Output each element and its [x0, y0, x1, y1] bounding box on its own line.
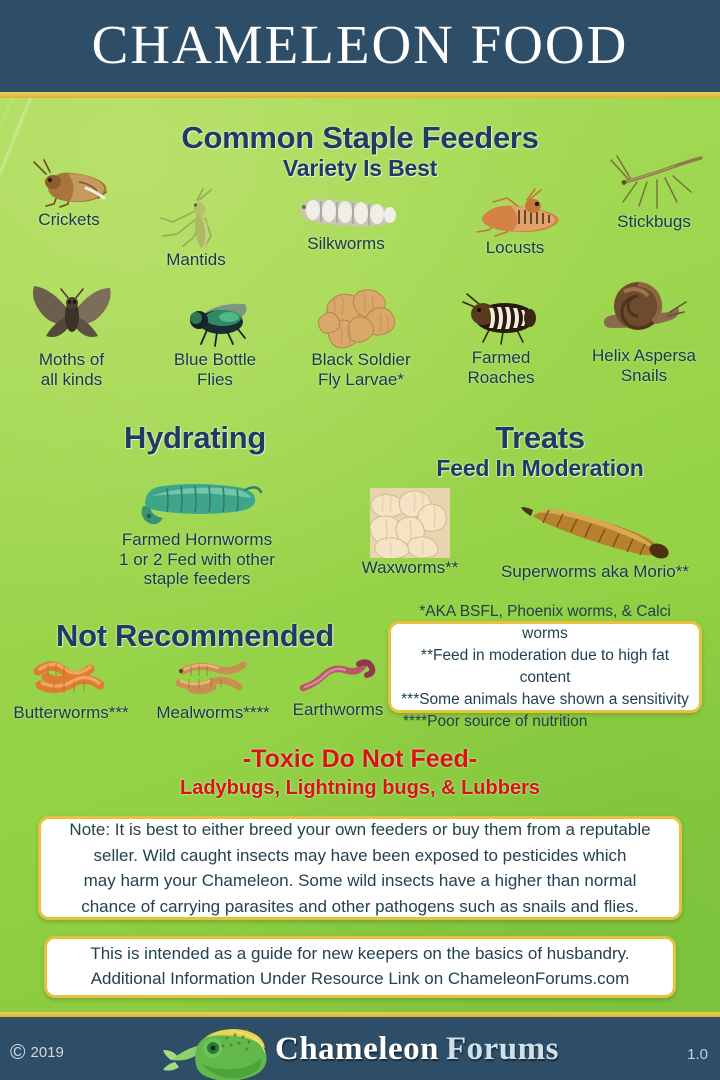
feeder-label: Helix Aspersa Snails — [592, 346, 696, 385]
chameleon-logo-icon — [163, 1028, 267, 1080]
note-line: chance of carrying parasites and other p… — [81, 896, 639, 916]
staple-heading: Common Staple Feeders — [181, 120, 539, 155]
feeder-label: Farmed Roaches — [467, 348, 535, 387]
poster-header: CHAMELEON FOOD — [0, 0, 720, 92]
not-recommended-heading: Not Recommended — [56, 618, 334, 653]
feeder-label: Butterworms*** — [13, 703, 129, 722]
logo-wordmark: Chameleon Forums — [275, 1030, 559, 1067]
feeder-earthworms: Earthworms — [283, 658, 393, 720]
footnote-line: ***Some animals have shown a sensitivity — [401, 691, 689, 708]
footer-gold-divider — [0, 1012, 720, 1017]
guide-line: This is intended as a guide for new keep… — [90, 944, 630, 964]
footnote-line: ****Poor source of nutrition — [403, 713, 588, 730]
note-line: Note: It is best to either breed your ow… — [69, 820, 651, 839]
bsf-larvae-icon — [317, 289, 395, 349]
note-line: seller. Wild caught insects may have bee… — [93, 845, 627, 865]
hornworm-icon — [141, 484, 263, 525]
feeder-label: Locusts — [485, 238, 545, 257]
feeder-bsf-larvae: Black Soldier Fly Larvae* — [300, 282, 422, 389]
superworm-icon — [521, 507, 669, 559]
feeder-farmed-roaches: Farmed Roaches — [442, 290, 560, 387]
feeder-crickets: Crickets — [14, 158, 124, 230]
staple-subheading: Variety Is Best — [282, 155, 438, 181]
roach-icon — [462, 293, 536, 345]
toxic-title: -Toxic Do Not Feed- — [242, 745, 478, 773]
feeder-butterworms: Butterworms*** — [6, 655, 136, 723]
feeder-label: Farmed Hornworms 1 or 2 Fed with other s… — [119, 530, 275, 589]
fly-icon — [190, 303, 247, 347]
header-gold-divider — [0, 92, 720, 98]
feeder-silkworms: Silkworms — [286, 188, 406, 254]
feeder-label: Moths of all kinds — [38, 350, 105, 389]
locust-icon — [476, 188, 559, 237]
copyright-year: 2019 — [30, 1044, 64, 1061]
butterworm-icon — [33, 661, 105, 693]
earthworm-icon — [299, 659, 376, 692]
copyright: © 2019 — [10, 1042, 64, 1063]
feeder-moths: Moths of all kinds — [14, 282, 129, 389]
copyright-icon: © — [10, 1041, 26, 1064]
mealworm-icon — [175, 661, 247, 695]
treats-heading: Treats — [495, 420, 585, 455]
feeder-mealworms: Mealworms**** — [145, 655, 281, 723]
feeder-label: Earthworms — [292, 700, 384, 719]
feeder-label: Superworms aka Morio** — [500, 562, 689, 581]
page-title: CHAMELEON FOOD — [91, 13, 629, 75]
feeder-waxworms: Waxworms** — [340, 488, 480, 578]
feeder-helix-aspersa-snails: Helix Aspersa Snails — [578, 278, 710, 385]
feeder-label: Silkworms — [307, 234, 385, 253]
waxworm-icon — [370, 488, 450, 558]
feeder-blue-bottle-flies: Blue Bottle Flies — [155, 296, 275, 389]
silkworm-icon — [300, 198, 396, 227]
version-label: 1.0 — [687, 1046, 708, 1063]
feeder-superworms: Superworms aka Morio** — [480, 500, 710, 582]
poster-footer: © 2019 — [0, 1012, 720, 1080]
stickbug-icon — [610, 155, 703, 209]
feeder-locusts: Locusts — [455, 188, 575, 258]
snail-icon — [604, 281, 687, 330]
feeder-label: Mantids — [166, 250, 226, 269]
guide-line: Additional Information Under Resource Li… — [90, 969, 630, 988]
cricket-icon — [33, 159, 107, 208]
feeder-label: Black Soldier Fly Larvae* — [311, 350, 411, 389]
footnote-line: *AKA BSFL, Phoenix worms, & Calci worms — [419, 603, 671, 642]
footnote-line: **Feed in moderation due to high fat con… — [420, 647, 670, 686]
feeder-stickbugs: Stickbugs — [594, 150, 714, 232]
note-box: Note: It is best to either breed your ow… — [38, 816, 682, 920]
feeder-label: Blue Bottle Flies — [173, 350, 257, 389]
mantis-icon — [160, 188, 212, 249]
moth-icon — [32, 286, 111, 337]
chameleon-forums-logo[interactable]: Chameleon Forums — [161, 1018, 559, 1080]
note-line: may harm your Chameleon. Some wild insec… — [83, 871, 637, 890]
guide-box: This is intended as a guide for new keep… — [44, 936, 676, 998]
toxic-list: Ladybugs, Lightning bugs, & Lubbers — [180, 777, 540, 799]
hydrating-heading: Hydrating — [124, 420, 266, 455]
logo-word-forums: Forums — [446, 1030, 559, 1067]
feeder-label: Stickbugs — [617, 212, 691, 231]
logo-word-chameleon: Chameleon — [275, 1030, 439, 1067]
footnotes-box: *AKA BSFL, Phoenix worms, & Calci worms … — [388, 603, 702, 730]
feeder-label: Waxworms** — [361, 558, 459, 577]
feeder-hornworms: Farmed Hornworms 1 or 2 Fed with other s… — [72, 470, 322, 589]
feeder-label: Mealworms**** — [156, 703, 270, 722]
treats-subheading: Feed In Moderation — [436, 455, 644, 481]
feeder-label: Crickets — [38, 210, 100, 229]
feeder-mantids: Mantids — [144, 188, 248, 270]
